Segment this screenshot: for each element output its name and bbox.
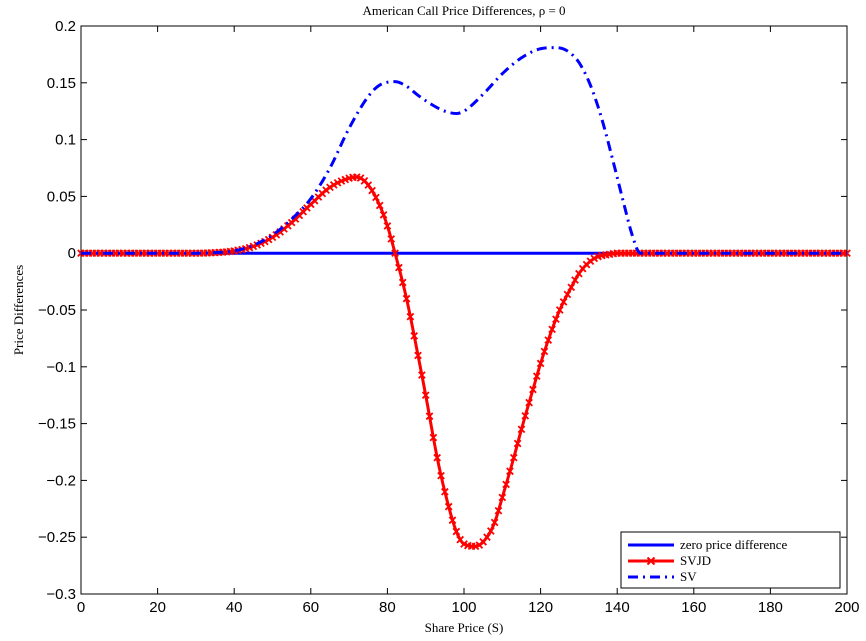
data-point xyxy=(398,278,407,287)
data-point xyxy=(437,471,445,480)
data-point xyxy=(513,439,522,448)
data-point xyxy=(540,347,549,356)
data-point xyxy=(395,263,403,272)
legend-marker xyxy=(646,556,656,566)
data-point xyxy=(379,211,388,219)
data-point xyxy=(506,467,514,476)
data-point xyxy=(483,533,491,542)
x-tick-label: 200 xyxy=(834,599,859,616)
data-point xyxy=(410,332,419,340)
legend-label: zero price difference xyxy=(680,537,788,552)
x-axis: 0 20 40 60 80 100 120 140 160 180 200 xyxy=(77,26,860,616)
data-point xyxy=(494,506,503,515)
data-point xyxy=(509,453,518,462)
data-point xyxy=(452,527,461,536)
x-tick-label: 120 xyxy=(528,599,553,616)
data-point xyxy=(429,433,438,442)
x-tick-label: 100 xyxy=(451,599,476,616)
data-point xyxy=(486,527,495,535)
data-point xyxy=(418,371,426,379)
data-point xyxy=(498,493,507,502)
data-point xyxy=(590,254,599,263)
data-point xyxy=(448,516,457,525)
y-tick-label: −0.05 xyxy=(38,302,76,319)
x-tick-label: 0 xyxy=(77,599,85,616)
data-point xyxy=(563,290,572,299)
data-point xyxy=(425,412,434,421)
y-axis-title: Price Differences xyxy=(11,265,26,355)
y-tick-label: 0.1 xyxy=(55,132,76,149)
y-tick-label: −0.3 xyxy=(46,586,76,603)
x-tick-label: 60 xyxy=(302,599,319,616)
y-tick-label: −0.15 xyxy=(38,416,76,433)
series-markers xyxy=(77,173,851,551)
data-point xyxy=(517,425,526,434)
data-point xyxy=(391,249,399,258)
data-point xyxy=(372,193,380,202)
y-tick-label: −0.1 xyxy=(46,359,76,376)
data-point xyxy=(433,453,442,462)
y-axis: −0.3 −0.25 −0.2 −0.15 −0.1 −0.05 0 0.05 0.1 0.15 0… xyxy=(38,18,847,603)
data-point xyxy=(326,183,334,192)
data-point xyxy=(536,359,545,368)
x-axis-title: Share Price (S) xyxy=(425,620,504,635)
chart-title: American Call Price Differences, ρ = 0 xyxy=(362,3,565,18)
plot-frame xyxy=(80,25,848,595)
data-point xyxy=(368,186,376,195)
data-point xyxy=(383,222,392,230)
data-point xyxy=(502,480,510,489)
x-tick-label: 40 xyxy=(226,599,243,616)
data-point xyxy=(406,312,415,321)
y-tick-label: −0.25 xyxy=(38,529,76,546)
x-tick-label: 20 xyxy=(149,599,166,616)
data-point xyxy=(364,181,373,189)
data-point xyxy=(333,178,342,187)
data-point xyxy=(552,315,560,324)
x-tick-label: 140 xyxy=(605,599,630,616)
y-tick-label: 0 xyxy=(68,245,76,262)
y-tick-label: 0.05 xyxy=(47,188,76,205)
data-point xyxy=(544,336,553,344)
data-point xyxy=(555,306,564,314)
x-tick-label: 80 xyxy=(379,599,396,616)
series-layer xyxy=(77,46,851,551)
y-tick-label: 0.15 xyxy=(47,75,76,92)
data-point xyxy=(571,276,579,284)
data-point xyxy=(402,294,411,303)
data-point xyxy=(268,233,277,242)
data-point xyxy=(444,502,453,511)
x-tick-label: 180 xyxy=(758,599,783,616)
legend-label: SV xyxy=(680,569,697,584)
data-point xyxy=(375,201,384,210)
data-point xyxy=(414,351,422,360)
data-point xyxy=(525,398,533,407)
data-point xyxy=(421,391,430,400)
data-point xyxy=(387,235,396,243)
data-point xyxy=(490,518,499,527)
y-tick-label: −0.2 xyxy=(46,472,76,489)
data-point xyxy=(559,298,568,306)
data-point xyxy=(532,372,541,381)
data-point xyxy=(529,385,537,394)
data-point xyxy=(548,325,556,334)
x-tick-label: 160 xyxy=(681,599,706,616)
data-point xyxy=(329,181,338,189)
data-point xyxy=(521,411,530,420)
legend-label: SVJD xyxy=(680,553,711,568)
data-point xyxy=(441,487,449,496)
data-point xyxy=(567,283,576,292)
y-tick-label: 0.2 xyxy=(55,18,76,35)
